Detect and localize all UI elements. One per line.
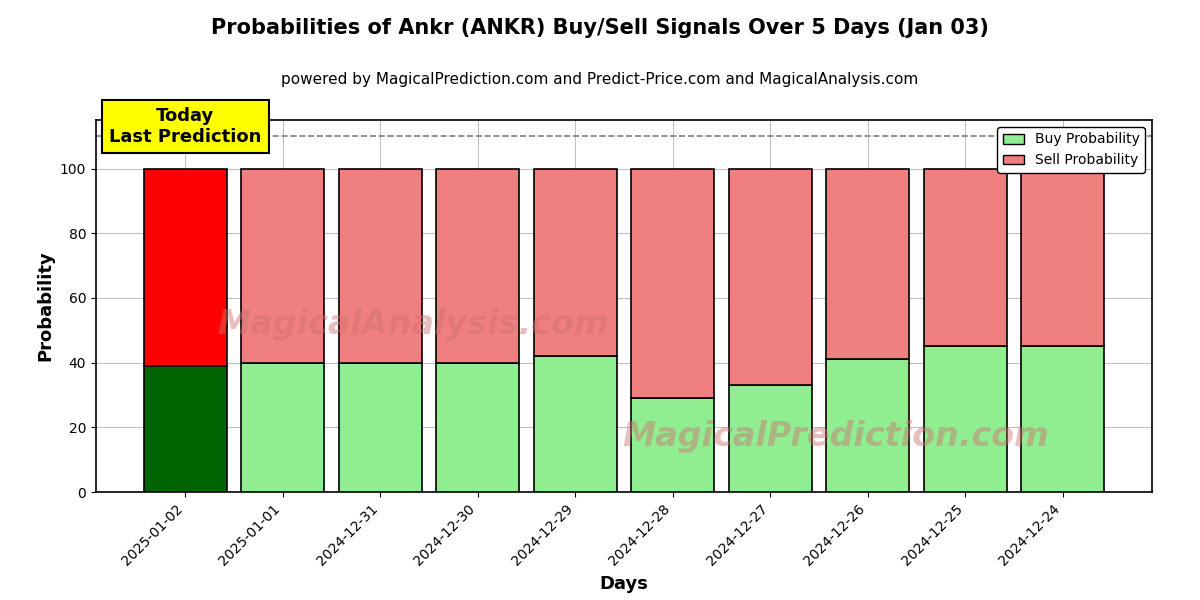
Bar [534,169,617,356]
Bar [924,169,1007,346]
Bar [144,366,227,492]
Bar [631,169,714,398]
Bar [631,398,714,492]
Legend: Buy Probability, Sell Probability: Buy Probability, Sell Probability [997,127,1145,173]
Bar [534,356,617,492]
Text: Today
Last Prediction: Today Last Prediction [109,107,262,146]
Bar [338,169,421,362]
Bar [144,169,227,366]
Y-axis label: Probability: Probability [36,251,54,361]
Bar [924,346,1007,492]
Text: powered by MagicalPrediction.com and Predict-Price.com and MagicalAnalysis.com: powered by MagicalPrediction.com and Pre… [281,72,919,87]
Bar [827,169,910,359]
Bar [1021,346,1104,492]
Text: Probabilities of Ankr (ANKR) Buy/Sell Signals Over 5 Days (Jan 03): Probabilities of Ankr (ANKR) Buy/Sell Si… [211,18,989,38]
X-axis label: Days: Days [600,575,648,593]
Bar [437,362,520,492]
Bar [1021,169,1104,346]
Bar [437,169,520,362]
Bar [728,169,811,385]
Bar [338,362,421,492]
Text: MagicalAnalysis.com: MagicalAnalysis.com [217,308,608,341]
Bar [728,385,811,492]
Bar [241,362,324,492]
Bar [241,169,324,362]
Text: MagicalPrediction.com: MagicalPrediction.com [622,420,1049,452]
Bar [827,359,910,492]
